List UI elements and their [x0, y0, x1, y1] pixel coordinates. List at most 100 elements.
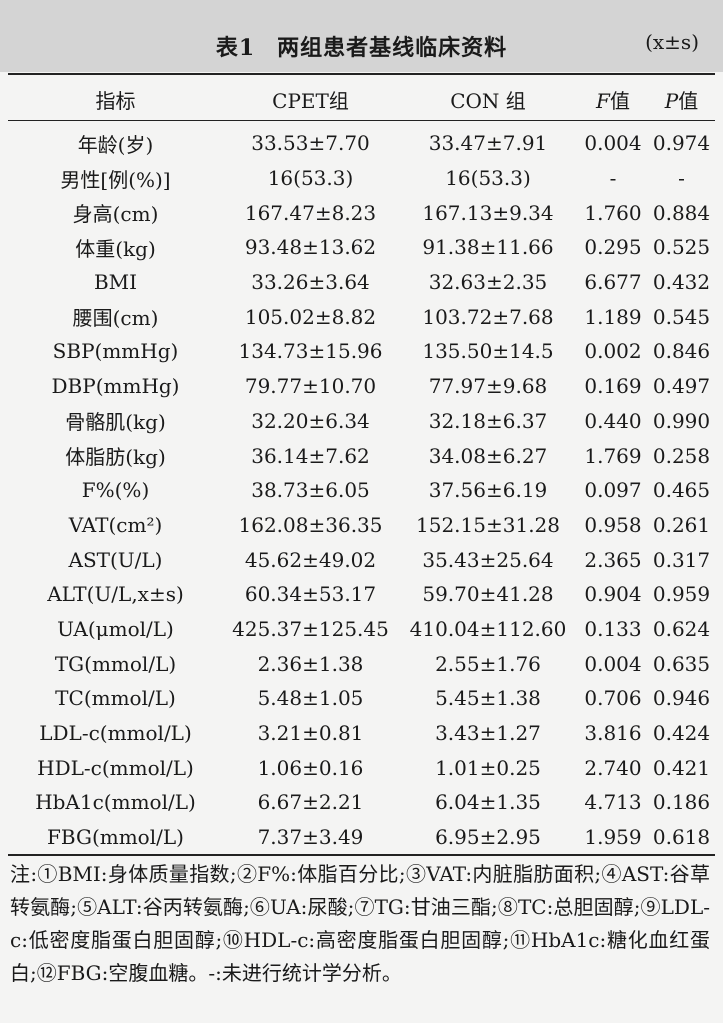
cell-f: 0.169: [584, 374, 642, 399]
table-row: 身高(cm) 167.47±8.23 167.13±9.34 1.760 0.884: [8, 195, 715, 230]
cell-cpet: 1.06±0.16: [257, 755, 364, 780]
cell-f: 6.677: [584, 270, 642, 295]
table-row: FBG(mmol/L) 7.37±3.49 6.95±2.95 1.959 0.618: [8, 820, 715, 855]
cell-indicator: AST(U/L): [68, 547, 163, 572]
cell-con: 5.45±1.38: [435, 686, 541, 711]
cell-p: 0.624: [652, 616, 711, 641]
header-f: F值: [578, 78, 648, 120]
cell-indicator: DBP(mmHg): [51, 374, 180, 399]
cell-indicator: FBG(mmol/L): [47, 825, 184, 850]
table-row: TG(mmol/L) 2.36±1.38 2.55±1.76 0.004 0.635: [8, 646, 715, 681]
bottom-rule: [8, 854, 715, 856]
cell-cpet: 134.73±15.96: [238, 339, 383, 364]
cell-con: 103.72±7.68: [422, 304, 554, 329]
cell-p: 0.186: [652, 790, 711, 815]
cell-f: 1.760: [584, 200, 642, 225]
cell-con: 6.04±1.35: [435, 790, 541, 815]
table-row: HbA1c(mmol/L) 6.67±2.21 6.04±1.35 4.713 0.18…: [8, 785, 715, 820]
cell-cpet: 36.14±7.62: [251, 443, 370, 468]
cell-con: 167.13±9.34: [422, 200, 554, 225]
cell-cpet: 105.02±8.82: [244, 304, 377, 329]
cell-cpet: 6.67±2.21: [257, 790, 364, 815]
cell-indicator: 男性[例(%)]: [60, 167, 171, 192]
cell-f: 4.713: [584, 790, 642, 815]
table-row: BMI 33.26±3.64 32.63±2.35 6.677 0.432: [8, 265, 715, 300]
cell-cpet: 60.34±53.17: [244, 582, 377, 607]
table-row: ALT(U/L,x±s) 60.34±53.17 59.70±41.28 0.904 0…: [8, 577, 715, 612]
cell-p: 0.959: [652, 582, 711, 607]
header-f-suffix: 值: [609, 88, 630, 113]
table-row: DBP(mmHg) 79.77±10.70 77.97±9.68 0.169 0.497: [8, 369, 715, 404]
cell-cpet: 425.37±125.45: [232, 616, 389, 641]
table-row: AST(U/L) 45.62±49.02 35.43±25.64 2.365 0.317: [8, 542, 715, 577]
cell-p: 0.635: [652, 651, 711, 676]
cell-cpet: 3.21±0.81: [257, 721, 364, 746]
cell-indicator: 骨骼肌(kg): [65, 410, 166, 435]
cell-indicator: HDL-c(mmol/L): [37, 755, 194, 780]
cell-f: 0.004: [584, 651, 642, 676]
cell-p: 0.317: [652, 547, 711, 572]
cell-p: 0.465: [652, 478, 711, 503]
table-row: LDL-c(mmol/L) 3.21±0.81 3.43±1.27 3.816 0.42…: [8, 716, 715, 751]
cell-indicator: TC(mmol/L): [55, 686, 176, 711]
mean-sd-note-text: (x±s): [645, 30, 699, 54]
header-f-letter: F: [596, 88, 610, 113]
cell-p: 0.421: [652, 755, 711, 780]
table-row: TC(mmol/L) 5.48±1.05 5.45±1.38 0.706 0.946: [8, 681, 715, 716]
cell-p: 0.974: [652, 131, 711, 156]
cell-con: 37.56±6.19: [428, 478, 548, 503]
table-row: F%(%) 38.73±6.05 37.56±6.19 0.097 0.465: [8, 473, 715, 508]
table-caption: 两组患者基线临床资料: [277, 35, 508, 61]
cell-con: 34.08±6.27: [428, 443, 548, 468]
mean-sd-note: (x±s): [645, 30, 699, 54]
cell-con: 1.01±0.25: [435, 755, 541, 780]
table-row: 腰围(cm) 105.02±8.82 103.72±7.68 1.189 0.545: [8, 299, 715, 334]
cell-f: 2.740: [584, 755, 642, 780]
table-row: 男性[例(%)] 16(53.3) 16(53.3) - -: [8, 161, 715, 196]
cell-p: 0.946: [652, 686, 711, 711]
cell-cpet: 7.37±3.49: [257, 825, 364, 850]
cell-p: 0.545: [652, 304, 711, 329]
cell-con: 135.50±14.5: [422, 339, 554, 364]
cell-p: 0.618: [652, 825, 711, 850]
cell-indicator: SBP(mmHg): [52, 339, 179, 364]
cell-cpet: 38.73±6.05: [251, 478, 370, 503]
cell-cpet: 33.53±7.70: [251, 131, 370, 156]
cell-cpet: 5.48±1.05: [257, 686, 364, 711]
table-row: 体重(kg) 93.48±13.62 91.38±11.66 0.295 0.525: [8, 230, 715, 265]
title-bar: 表1 两组患者基线临床资料 (x±s): [0, 0, 723, 72]
cell-indicator: LDL-c(mmol/L): [39, 721, 192, 746]
header-p: P值: [648, 78, 715, 120]
table-row: HDL-c(mmol/L) 1.06±0.16 1.01±0.25 2.740 0.42…: [8, 750, 715, 785]
table-footnote: 注:①BMI:身体质量指数;②F%:体脂百分比;③VAT:内脏脂肪面积;④AST…: [10, 862, 710, 985]
cell-f: 2.365: [584, 547, 642, 572]
cell-p: 0.525: [652, 235, 711, 260]
cell-indicator: F%(%): [81, 478, 150, 503]
cell-p: 0.258: [652, 443, 711, 468]
top-rule: [8, 73, 715, 75]
cell-cpet: 162.08±36.35: [238, 512, 383, 537]
cell-indicator: 腰围(cm): [72, 306, 159, 331]
table-row: 骨骼肌(kg) 32.20±6.34 32.18±6.37 0.440 0.990: [8, 404, 715, 439]
cell-cpet: 32.20±6.34: [251, 408, 370, 433]
cell-cpet: 2.36±1.38: [257, 651, 364, 676]
cell-f: 0.097: [584, 478, 642, 503]
cell-con: 410.04±112.60: [409, 616, 567, 641]
cell-cpet: 45.62±49.02: [244, 547, 377, 572]
cell-con: 91.38±11.66: [422, 235, 554, 260]
cell-f: 0.295: [584, 235, 642, 260]
cell-p: -: [678, 166, 685, 191]
header-con: CON 组: [450, 88, 526, 113]
cell-f: -: [609, 166, 617, 191]
cell-con: 32.63±2.35: [428, 270, 548, 295]
cell-p: 0.884: [652, 200, 711, 225]
cell-f: 0.133: [584, 616, 642, 641]
cell-con: 16(53.3): [445, 166, 531, 191]
cell-p: 0.990: [652, 408, 711, 433]
cell-p: 0.497: [652, 374, 711, 399]
cell-cpet: 16(53.3): [267, 166, 354, 191]
cell-p: 0.846: [652, 339, 711, 364]
cell-con: 2.55±1.76: [435, 651, 541, 676]
cell-f: 3.816: [584, 721, 642, 746]
